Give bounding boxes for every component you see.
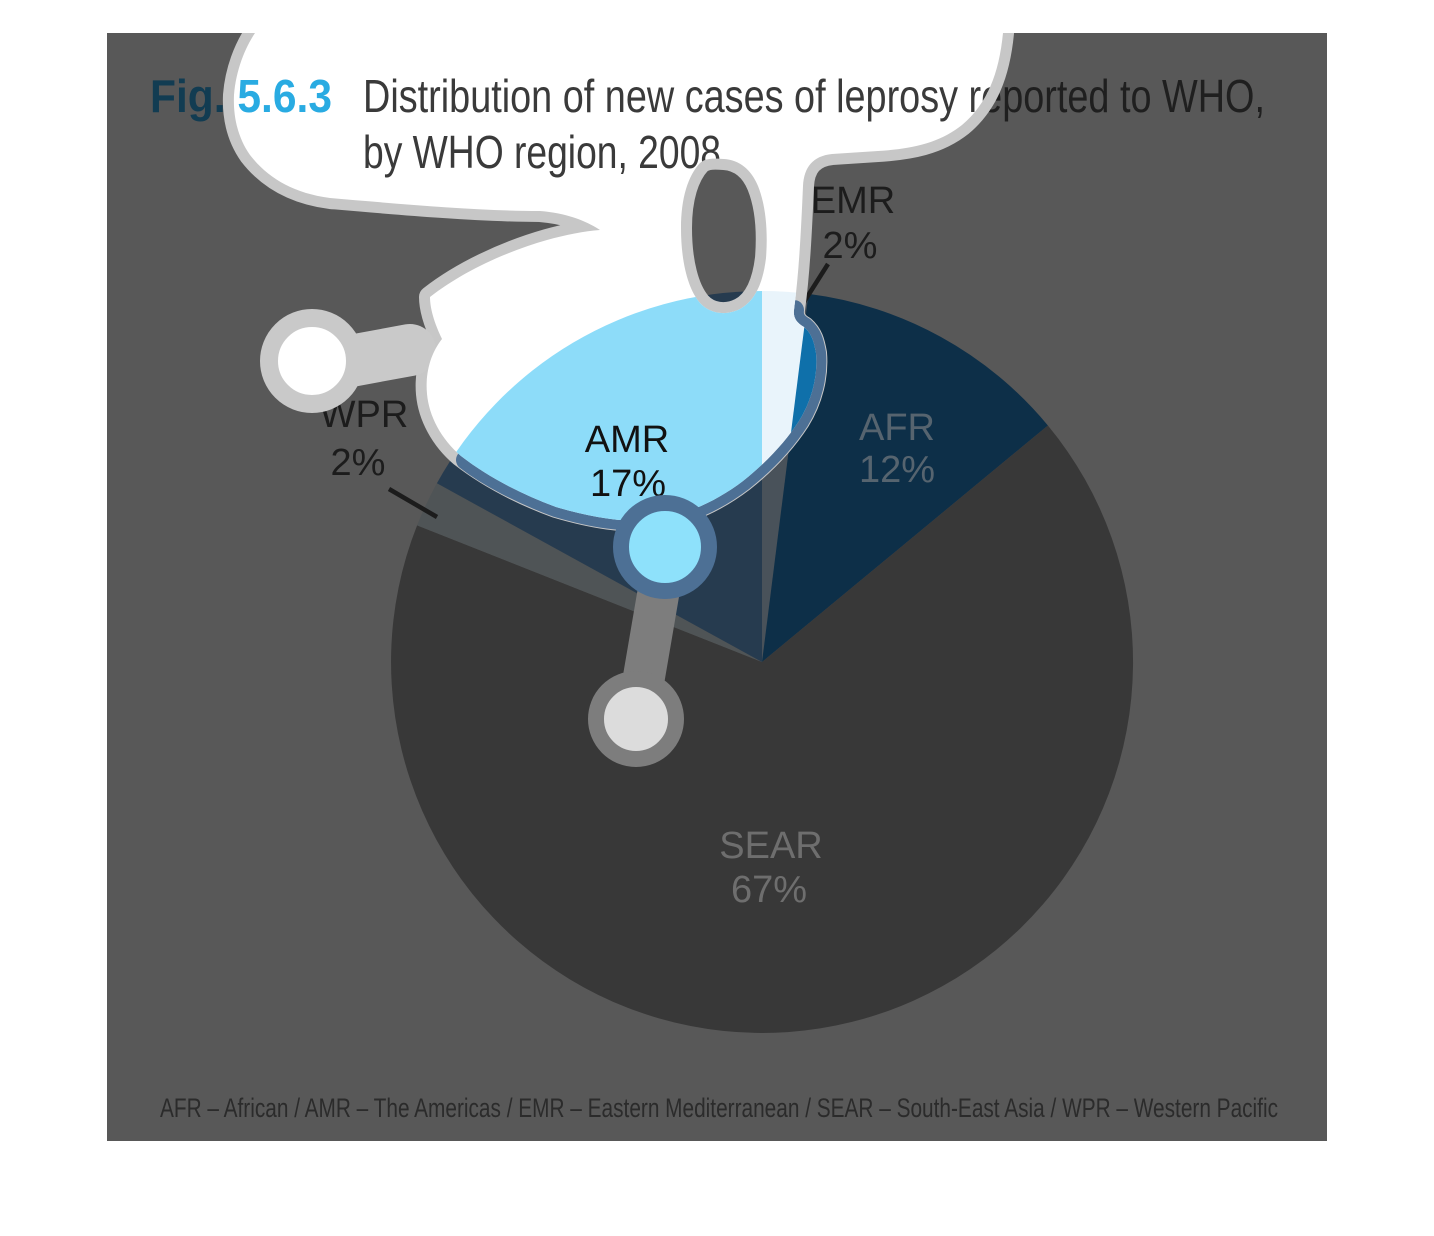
leader-line-wpr [387, 487, 439, 519]
label-emr-dim: EMR [811, 180, 895, 222]
label-sear-pct-dim: 67% [731, 869, 807, 911]
label-afr-dim: AFR [859, 407, 935, 449]
pie-slice-sear [391, 425, 1134, 1033]
pie-slice-afr [762, 293, 1048, 662]
bubble-dot-white [260, 309, 364, 413]
label-emr-pct-dim: 2% [823, 225, 878, 267]
label-amr: AMR [585, 419, 669, 461]
bubble-dot-gray [588, 671, 684, 767]
figure-footnote-dim: AFR – African / AMR – The Americas / EMR… [160, 1093, 1278, 1123]
figure-title-line1: Distribution of new cases of leprosy rep… [363, 70, 1265, 122]
label-afr-pct-dim: 12% [859, 449, 935, 491]
label-wpr-pct-dim: 2% [331, 442, 386, 484]
label-sear-dim: SEAR [719, 825, 822, 867]
dim-scene: Fig. 5.6.3 Distribution of new cases of … [107, 33, 1327, 1141]
figure-title-line2: by WHO region, 2008 [363, 126, 721, 178]
bubble-dot-cyan [613, 495, 717, 599]
pie-slice-wpr [417, 483, 762, 662]
figure-number: Fig. 5.6.3 [150, 70, 332, 122]
pie-slice-amr [436, 291, 762, 521]
